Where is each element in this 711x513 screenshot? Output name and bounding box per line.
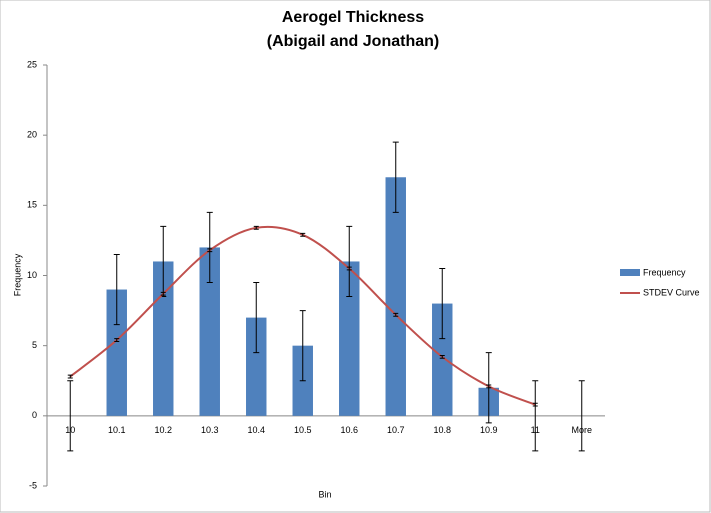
y-axis-label: Frequency — [12, 253, 22, 296]
bar — [199, 247, 220, 416]
error-bar — [114, 338, 120, 342]
y-tick-label: 25 — [27, 59, 37, 69]
error-bar — [300, 232, 306, 237]
error-bar — [346, 266, 352, 271]
bar — [106, 289, 127, 416]
legend-label: STDEV Curve — [643, 287, 700, 297]
y-tick-label: -5 — [29, 480, 37, 490]
x-axis-label: Bin — [318, 489, 331, 499]
error-bar — [486, 384, 492, 389]
error-bar — [207, 248, 213, 253]
chart-title: Aerogel Thickness — [282, 9, 424, 26]
error-bar — [439, 354, 445, 359]
error-bar — [206, 211, 213, 284]
bar — [339, 261, 360, 416]
legend-swatch — [620, 269, 640, 276]
error-bar — [392, 141, 399, 213]
bar — [432, 303, 453, 416]
x-tick-label: 10.9 — [480, 425, 498, 435]
x-tick-label: 10.3 — [201, 425, 219, 435]
error-bar — [253, 225, 259, 230]
error-bar — [578, 380, 585, 452]
error-bar — [299, 310, 306, 382]
error-bar — [253, 282, 260, 354]
legend-label: Frequency — [643, 267, 686, 277]
error-bar — [67, 374, 73, 379]
error-bar — [532, 402, 538, 407]
error-bar — [346, 225, 353, 298]
x-tick-label: 10.4 — [247, 425, 265, 435]
x-tick-label: 10.2 — [154, 425, 172, 435]
y-tick-label: 15 — [27, 200, 37, 210]
error-bar — [67, 380, 74, 452]
error-bar — [532, 380, 539, 452]
chart-subtitle: (Abigail and Jonathan) — [267, 33, 439, 50]
y-tick-label: 5 — [32, 340, 37, 350]
bar — [385, 177, 406, 416]
x-tick-label: 10.8 — [433, 425, 451, 435]
error-bar — [393, 312, 399, 317]
y-tick-label: 0 — [32, 410, 37, 420]
error-bar — [439, 267, 446, 340]
y-tick-label: 20 — [27, 130, 37, 140]
x-tick-label: 10.6 — [340, 425, 358, 435]
x-tick-label: 10.7 — [387, 425, 405, 435]
error-bar — [160, 291, 166, 296]
x-tick-label: 10.1 — [108, 425, 126, 435]
error-bar — [113, 253, 120, 326]
x-tick-label: 10.5 — [294, 425, 312, 435]
bar — [246, 317, 267, 416]
y-tick-label: 10 — [27, 270, 37, 280]
